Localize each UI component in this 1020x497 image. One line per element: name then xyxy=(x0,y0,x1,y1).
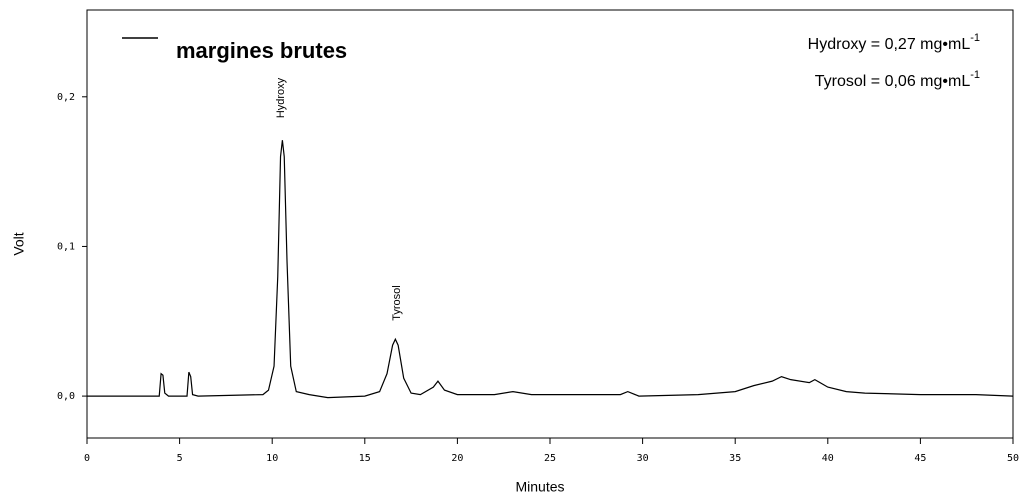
note-sup: -1 xyxy=(970,32,980,44)
x-tick-label: 0 xyxy=(84,453,90,464)
x-tick-label: 15 xyxy=(359,453,371,464)
note-sup: -1 xyxy=(970,69,980,81)
note-text: Hydroxy = 0,27 mg•mL xyxy=(808,36,971,53)
x-tick-label: 5 xyxy=(177,453,183,464)
x-tick-label: 30 xyxy=(637,453,649,464)
concentration-note: Tyrosol = 0,06 mg•mL-1 xyxy=(815,69,980,90)
x-tick-label: 25 xyxy=(544,453,556,464)
x-tick-label: 40 xyxy=(822,453,834,464)
x-tick-label: 20 xyxy=(451,453,463,464)
x-tick-label: 35 xyxy=(729,453,741,464)
y-tick-label: 0,0 xyxy=(57,391,75,402)
peak-label: Tyrosol xyxy=(391,285,403,320)
y-tick-label: 0,1 xyxy=(57,241,75,252)
series-line xyxy=(87,140,1014,399)
x-axis-label: Minutes xyxy=(515,479,564,495)
concentration-note: Hydroxy = 0,27 mg•mL-1 xyxy=(808,32,980,53)
x-tick-label: 10 xyxy=(266,453,278,464)
peak-label: Hydroxy xyxy=(275,77,287,118)
x-tick-label: 45 xyxy=(914,453,926,464)
legend-label: margines brutes xyxy=(176,38,347,63)
x-tick-label: 50 xyxy=(1007,453,1019,464)
y-axis-label: Volt xyxy=(11,232,27,255)
note-text: Tyrosol = 0,06 mg•mL xyxy=(815,73,971,90)
y-tick-label: 0,2 xyxy=(57,92,75,103)
